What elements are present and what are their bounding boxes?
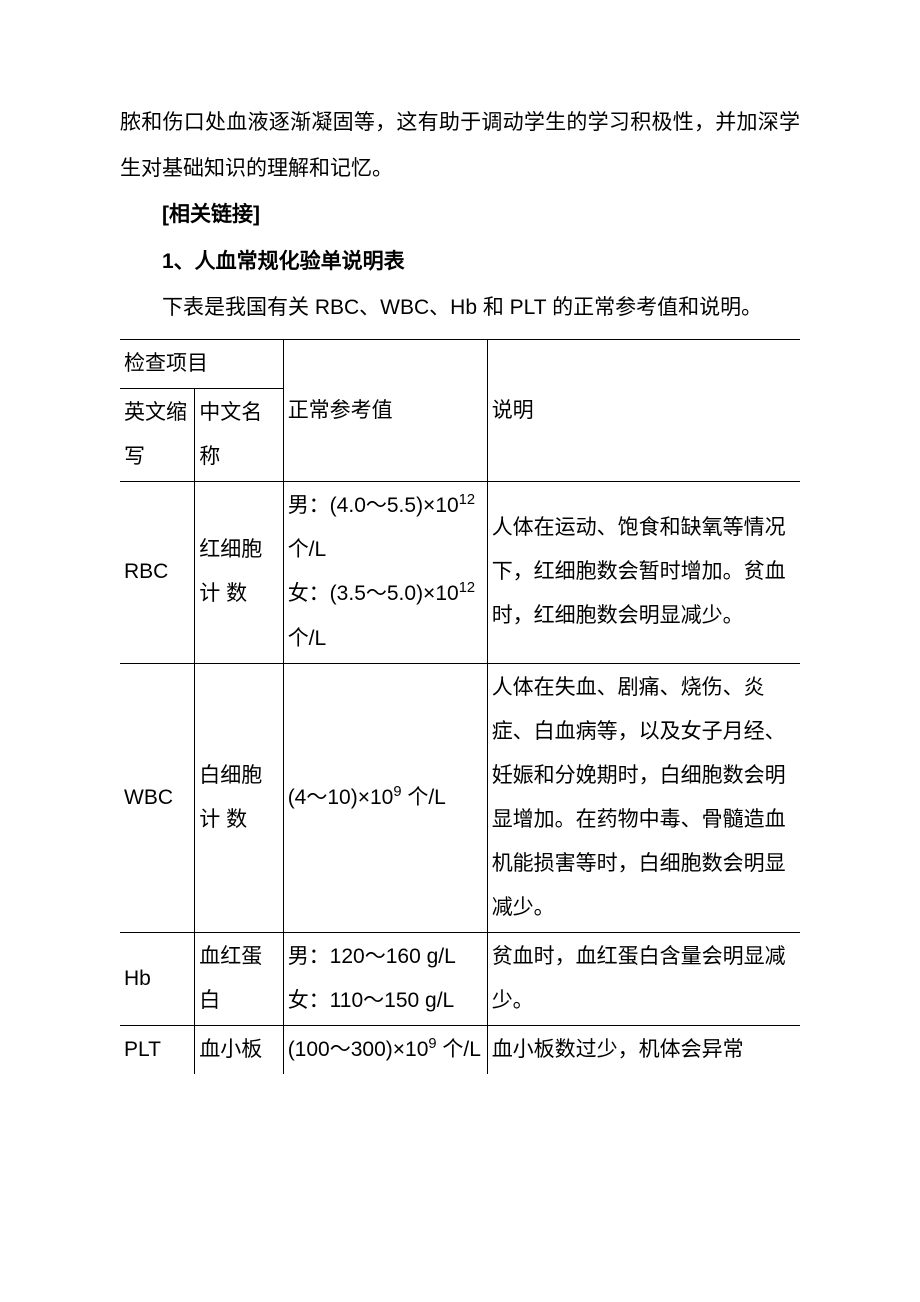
cell-ref: 男：120～160 g/L女：110～150 g/L <box>283 933 487 1026</box>
section-link-heading: [相关链接] <box>120 192 800 238</box>
cell-desc: 人体在失血、剧痛、烧伤、炎症、白血病等，以及女子月经、妊娠和分娩期时，白细胞数会… <box>487 663 800 933</box>
cell-abbr: WBC <box>120 663 195 933</box>
cell-cn: 红细胞计 数 <box>195 482 283 663</box>
cell-ref: (4～10)×109 个/L <box>283 663 487 933</box>
cell-desc: 贫血时，血红蛋白含量会明显减少。 <box>487 933 800 1026</box>
th-ref: 正常参考值 <box>283 339 487 481</box>
cell-cn: 白细胞计 数 <box>195 663 283 933</box>
cell-ref: 男：(4.0～5.5)×1012个/L女：(3.5～5.0)×1012个/L <box>283 482 487 663</box>
cell-desc: 人体在运动、饱食和缺氧等情况下，红细胞数会暂时增加。贫血时，红细胞数会明显减少。 <box>487 482 800 663</box>
cell-cn: 血红蛋白 <box>195 933 283 1026</box>
th-group: 检查项目 <box>120 339 283 388</box>
cell-desc: 血小板数过少，机体会异常 <box>487 1026 800 1075</box>
table-row: PLT 血小板 (100～300)×109 个/L 血小板数过少，机体会异常 <box>120 1026 800 1075</box>
blood-test-table: 检查项目 正常参考值 说明 英文缩写 中文名称 RBC 红细胞计 数 男：(4.… <box>120 339 800 1075</box>
intro-paragraph: 脓和伤口处血液逐渐凝固等，这有助于调动学生的学习积极性，并加深学生对基础知识的理… <box>120 100 800 192</box>
table-row: WBC 白细胞计 数 (4～10)×109 个/L 人体在失血、剧痛、烧伤、炎症… <box>120 663 800 933</box>
cell-abbr: RBC <box>120 482 195 663</box>
section-1-title: 1、人血常规化验单说明表 <box>120 239 800 285</box>
table-intro: 下表是我国有关 RBC、WBC、Hb 和 PLT 的正常参考值和说明。 <box>120 285 800 331</box>
cell-ref: (100～300)×109 个/L <box>283 1026 487 1075</box>
cell-abbr: Hb <box>120 933 195 1026</box>
th-desc: 说明 <box>487 339 800 481</box>
cell-abbr: PLT <box>120 1026 195 1075</box>
table-header-row-1: 检查项目 正常参考值 说明 <box>120 339 800 388</box>
th-cn: 中文名称 <box>195 389 283 482</box>
table-row: Hb 血红蛋白 男：120～160 g/L女：110～150 g/L 贫血时，血… <box>120 933 800 1026</box>
cell-cn: 血小板 <box>195 1026 283 1075</box>
table-row: RBC 红细胞计 数 男：(4.0～5.5)×1012个/L女：(3.5～5.0… <box>120 482 800 663</box>
th-abbr: 英文缩写 <box>120 389 195 482</box>
